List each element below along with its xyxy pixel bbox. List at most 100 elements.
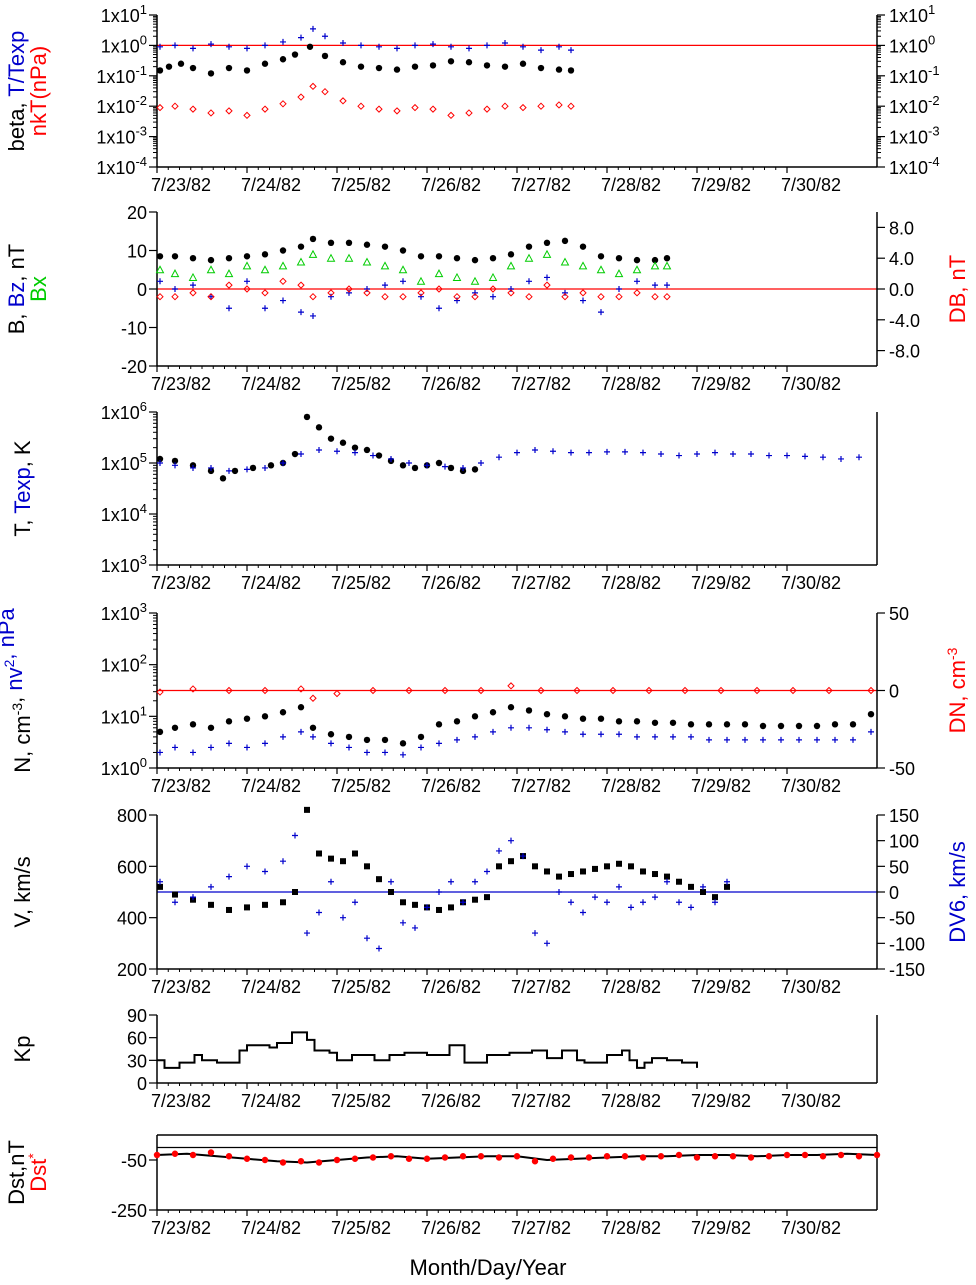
data-point <box>189 721 197 728</box>
data-point <box>345 733 353 741</box>
data-point <box>784 452 790 459</box>
data-point <box>225 1153 233 1160</box>
data-point <box>537 102 545 110</box>
data-point <box>406 460 412 466</box>
y-tick-label: 90 <box>127 1006 147 1026</box>
data-point <box>298 34 304 41</box>
data-point <box>370 452 376 459</box>
data-point <box>429 105 437 113</box>
x-tick-label: 7/28/82 <box>601 977 661 997</box>
data-point <box>309 82 317 91</box>
data-point <box>189 289 197 297</box>
y-tick-label: 10 <box>127 242 147 262</box>
data-point <box>381 243 389 250</box>
y-tick-label: 60 <box>127 1029 147 1049</box>
data-point <box>556 889 562 895</box>
data-point <box>532 446 538 453</box>
x-tick-label: 7/24/82 <box>241 573 301 593</box>
data-point <box>657 1153 665 1160</box>
data-point <box>261 686 269 695</box>
data-point <box>652 894 658 901</box>
data-point <box>832 736 838 743</box>
data-point <box>604 899 610 906</box>
data-point <box>296 257 306 266</box>
data-point <box>556 43 562 50</box>
data-point <box>171 292 179 301</box>
data-point <box>364 863 370 870</box>
data-point <box>650 261 660 270</box>
data-point <box>592 894 598 901</box>
data-point <box>652 871 658 878</box>
data-point <box>327 239 335 246</box>
data-point <box>688 904 694 911</box>
data-point <box>262 740 268 747</box>
x-tick-label: 7/29/82 <box>691 573 751 593</box>
data-point <box>520 853 526 860</box>
data-point <box>315 424 323 431</box>
y-tick-label: 1x10-3 <box>96 124 147 148</box>
data-point <box>560 257 570 266</box>
data-point <box>837 1151 845 1159</box>
data-point <box>448 904 454 911</box>
data-point <box>544 274 550 281</box>
data-point <box>729 1153 737 1160</box>
series-bz <box>157 274 670 319</box>
series-dv6 <box>157 832 730 952</box>
data-point <box>418 293 424 300</box>
data-point <box>435 459 443 467</box>
data-point <box>316 446 322 453</box>
data-point <box>688 883 694 890</box>
data-point <box>531 1158 539 1165</box>
x-tick-label: 7/25/82 <box>331 1218 391 1238</box>
data-point <box>711 1153 719 1160</box>
data-point <box>634 278 640 285</box>
data-point <box>562 289 568 296</box>
x-tick-label: 7/27/82 <box>511 1218 571 1238</box>
data-point <box>813 722 821 730</box>
data-point <box>537 64 545 72</box>
data-point <box>783 1151 791 1159</box>
series-db <box>156 277 671 301</box>
data-point <box>388 889 394 895</box>
panel-beta: 7/23/82 7/24/82 7/25/82 7/26/82 7/27/82 7/28/… <box>4 2 940 195</box>
data-point <box>315 1159 323 1166</box>
data-point <box>867 686 875 695</box>
data-point <box>412 924 418 931</box>
data-point <box>364 935 370 942</box>
data-point <box>280 858 286 865</box>
y-tick-label: 0 <box>137 1074 147 1094</box>
data-point <box>156 688 164 696</box>
data-point <box>568 47 574 54</box>
data-point <box>640 449 646 456</box>
data-point <box>155 265 165 274</box>
data-point <box>616 860 622 867</box>
data-point <box>225 64 233 72</box>
data-point <box>477 686 485 695</box>
data-point <box>326 253 336 262</box>
series-dst- <box>153 1149 881 1166</box>
data-point <box>340 914 346 921</box>
data-point <box>472 289 478 296</box>
data-point <box>765 1153 773 1160</box>
data-point <box>207 1149 215 1156</box>
data-point <box>633 718 641 725</box>
data-point <box>434 269 444 278</box>
data-point <box>616 286 622 292</box>
y-axis-label: Dst,nT <box>4 1140 29 1205</box>
data-point <box>358 42 364 49</box>
data-point <box>651 719 659 726</box>
panel-temperature: 7/23/82 7/24/82 7/25/82 7/26/82 7/27/82 7/28/… <box>10 399 878 593</box>
series-dn <box>156 682 875 702</box>
data-point <box>249 464 257 472</box>
y2-tick-label: 50 <box>889 604 909 624</box>
data-point <box>381 292 389 301</box>
data-point <box>453 292 461 301</box>
data-point <box>488 272 498 281</box>
data-point <box>376 43 382 50</box>
data-point <box>663 255 671 262</box>
x-tick-label: 7/28/82 <box>601 573 661 593</box>
data-point <box>298 309 304 316</box>
data-point <box>262 305 268 312</box>
x-tick-label: 7/24/82 <box>241 374 301 394</box>
data-point <box>436 906 442 913</box>
